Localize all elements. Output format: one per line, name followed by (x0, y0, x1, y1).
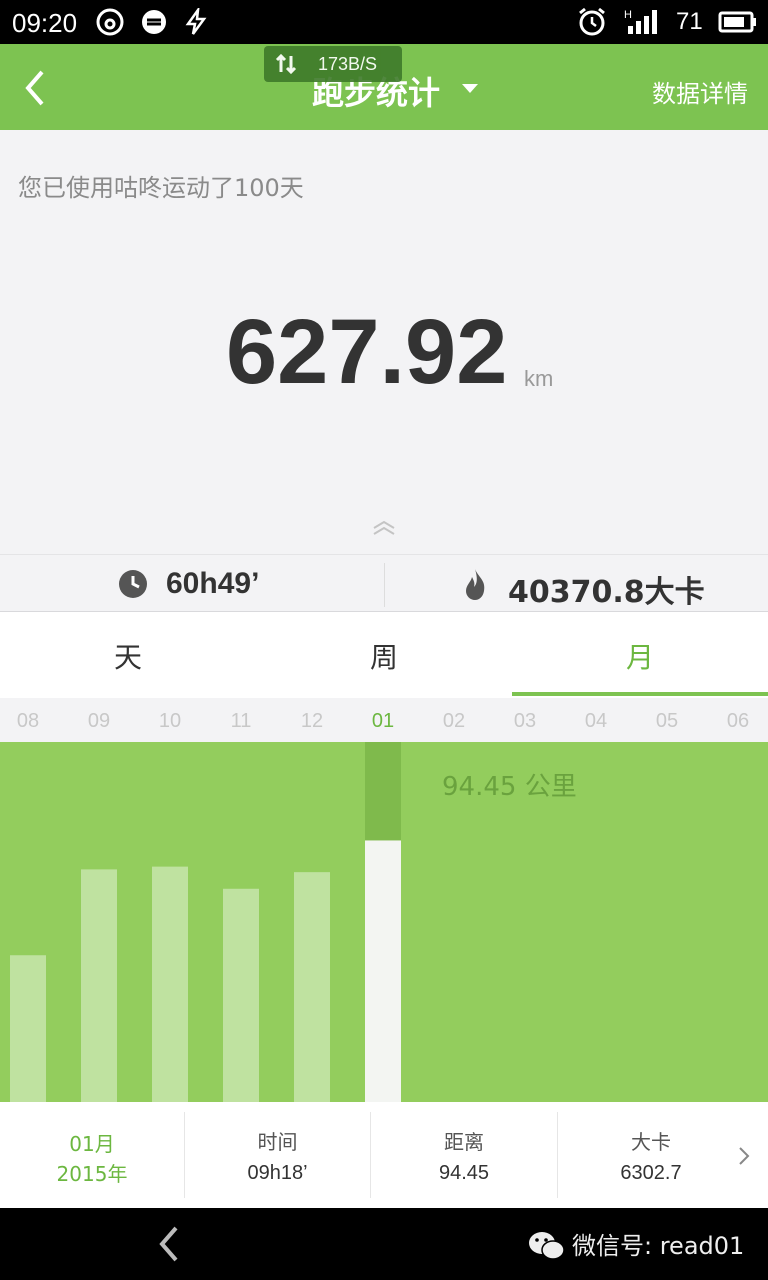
month-label[interactable]: 04 (584, 710, 608, 732)
stats-row: 60h49’ 40370.8大卡 (0, 554, 768, 612)
tab-day[interactable]: 天 (113, 641, 142, 674)
active-tab-indicator (512, 692, 768, 696)
summary-year: 2015年 (56, 1162, 128, 1186)
monthly-distance-chart[interactable]: 94.45 公里 (0, 742, 768, 1102)
month-label[interactable]: 12 (300, 710, 324, 732)
sync-icon (142, 10, 166, 34)
app-header: 跑步统计 数据详情 173B/S (0, 44, 768, 130)
flame-icon (466, 569, 485, 600)
divider (557, 1112, 558, 1198)
chart-bar-selected[interactable] (365, 840, 401, 1102)
signal-icon: H (624, 9, 657, 34)
summary-distance: 距离 94.45 (371, 1102, 557, 1208)
alarm-icon (579, 7, 605, 36)
chart-bar[interactable] (152, 866, 188, 1102)
period-tabs: 天 周 月 (0, 612, 768, 698)
month-label[interactable]: 08 (16, 710, 40, 732)
summary-time: 时间 09h18’ (185, 1102, 370, 1208)
back-arrow-icon[interactable] (22, 68, 46, 108)
svg-text:H: H (624, 9, 632, 21)
navigation-bar: 微信号: read01 (0, 1208, 768, 1280)
battery-level: 71 (676, 8, 703, 35)
month-label[interactable]: 02 (442, 710, 466, 732)
transfer-arrows-icon (275, 53, 297, 75)
data-detail-link[interactable]: 数据详情 (652, 80, 748, 108)
usage-days-text: 您已使用咕咚运动了100天 (18, 174, 304, 202)
time-value: 09h18’ (247, 1162, 308, 1184)
total-distance: 627.92 (226, 301, 508, 403)
clock-icon (119, 570, 147, 598)
month-label[interactable]: 10 (158, 710, 182, 732)
network-speed-indicator: 173B/S (264, 46, 402, 82)
network-speed-text: 173B/S (318, 54, 378, 74)
chart-canvas (10, 742, 401, 1102)
calories-value: 6302.7 (620, 1162, 682, 1184)
distance-label: 距离 (444, 1130, 484, 1154)
month-label[interactable]: 11 (230, 710, 252, 732)
distance-unit: km (524, 366, 554, 391)
month-axis: 08 09 10 11 12 01 02 03 04 05 06 (0, 698, 768, 742)
calories-label: 大卡 (631, 1130, 671, 1154)
distance-value: 94.45 (438, 1162, 490, 1184)
month-label[interactable]: 03 (513, 710, 537, 732)
selected-month-distance: 94.45 公里 (442, 772, 577, 802)
month-label-selected[interactable]: 01 (371, 710, 395, 732)
month-label[interactable]: 09 (87, 710, 111, 732)
battery-icon (718, 11, 756, 33)
chart-bar[interactable] (223, 888, 259, 1102)
chart-bar[interactable] (81, 869, 117, 1102)
chevron-right-icon[interactable] (738, 1146, 750, 1166)
chart-bar[interactable] (10, 955, 46, 1102)
divider (184, 1112, 185, 1198)
month-summary-row: 01月 2015年 时间 09h18’ 距离 94.45 大卡 6302.7 (0, 1102, 768, 1208)
month-label[interactable]: 06 (726, 710, 750, 732)
status-bar: 09:20 H 71 (0, 0, 768, 44)
divider (384, 563, 385, 607)
wechat-icon (529, 1232, 565, 1260)
total-calories: 40370.8大卡 (508, 575, 705, 610)
dropdown-caret-icon[interactable] (462, 84, 478, 93)
summary-month: 01月 (69, 1132, 115, 1156)
chart-bar[interactable] (294, 872, 330, 1102)
tab-month[interactable]: 月 (625, 641, 654, 674)
wechat-watermark: 微信号: read01 (572, 1232, 745, 1260)
total-duration: 60h49’ (166, 567, 260, 600)
status-time: 09:20 (12, 8, 78, 38)
summary-period: 01月 2015年 (0, 1102, 184, 1208)
flash-icon (185, 8, 207, 35)
month-label[interactable]: 05 (655, 710, 679, 732)
expand-up-icon[interactable] (370, 518, 398, 538)
netease-music-icon (96, 8, 124, 36)
summary-calories: 大卡 6302.7 (558, 1102, 744, 1208)
divider (370, 1112, 371, 1198)
nav-back-icon[interactable] (156, 1224, 180, 1264)
time-label: 时间 (257, 1130, 298, 1154)
tab-week[interactable]: 周 (369, 641, 398, 674)
